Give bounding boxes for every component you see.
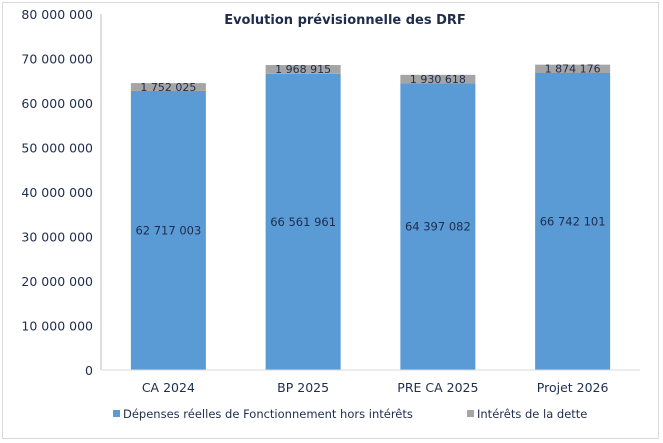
chart-frame	[2, 2, 659, 439]
legend-label: Intérêts de la dette	[477, 407, 587, 421]
data-label: 64 397 082	[405, 220, 471, 234]
y-tick-label: 60 000 000	[21, 96, 93, 111]
data-label: 1 968 915	[275, 63, 331, 76]
bar-interets	[130, 83, 206, 91]
x-tick-label: BP 2025	[277, 380, 329, 395]
bar-interets	[265, 65, 341, 74]
bar-depenses	[400, 83, 476, 370]
y-tick-label: 50 000 000	[21, 141, 93, 156]
data-label: 62 717 003	[135, 223, 201, 237]
x-tick-label: PRE CA 2025	[397, 380, 478, 395]
legend-swatch	[467, 410, 474, 417]
bar-depenses	[535, 72, 611, 370]
data-label: 66 561 961	[270, 215, 336, 229]
chart-title: Evolution prévisionnelle des DRF	[224, 13, 466, 28]
y-axis: 0 10 000 000 20 000 000 30 000 000 40 000 00…	[21, 7, 102, 378]
legend: Dépenses réelles de Fonctionnement hors …	[113, 407, 587, 421]
bars: 62 717 003 1 752 025 66 561 961 1 968 915 64…	[130, 63, 611, 371]
bar-depenses	[265, 73, 341, 371]
bar-interets	[400, 74, 476, 84]
legend-swatch	[113, 410, 120, 417]
data-label: 1 752 025	[140, 81, 196, 94]
x-axis: CA 2024 BP 2025 PRE CA 2025 Projet 2026	[101, 369, 640, 395]
bar-depenses	[130, 90, 206, 371]
y-tick-label: 70 000 000	[21, 52, 93, 67]
y-tick-label: 80 000 000	[21, 7, 93, 22]
bar-interets	[535, 64, 611, 73]
data-label: 1 874 176	[545, 63, 601, 76]
y-tick-label: 40 000 000	[21, 185, 93, 200]
x-tick-label: Projet 2026	[537, 380, 609, 395]
data-label: 66 742 101	[540, 214, 606, 228]
y-tick-label: 20 000 000	[21, 274, 93, 289]
x-tick-label: CA 2024	[142, 380, 195, 395]
legend-label: Dépenses réelles de Fonctionnement hors …	[123, 407, 413, 421]
data-label: 1 930 618	[410, 73, 466, 86]
y-tick-label: 30 000 000	[21, 230, 93, 245]
y-tick-label: 10 000 000	[21, 319, 93, 334]
y-tick-label: 0	[85, 363, 93, 378]
